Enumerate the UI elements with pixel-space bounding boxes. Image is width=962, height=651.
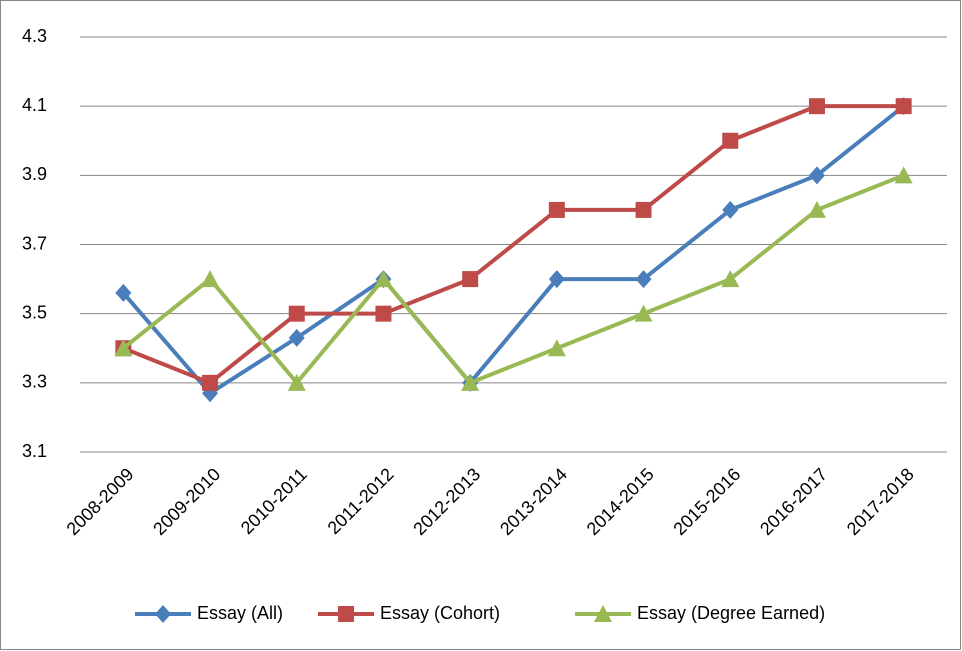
marker <box>548 270 565 289</box>
marker <box>548 201 565 218</box>
legend-label: Essay (Degree Earned) <box>637 603 825 623</box>
marker <box>722 200 739 219</box>
marker <box>894 166 913 184</box>
legend-item: Essay (All) <box>135 603 283 623</box>
y-tick-label: 3.9 <box>22 164 47 184</box>
legend-marker <box>155 605 171 623</box>
legend-item: Essay (Degree Earned) <box>575 603 825 623</box>
legend-label: Essay (All) <box>197 603 283 623</box>
y-tick-label: 3.5 <box>22 302 47 322</box>
legend-marker <box>594 605 612 622</box>
marker <box>201 270 220 288</box>
marker <box>722 132 739 149</box>
marker <box>115 283 132 302</box>
series-line <box>122 173 905 385</box>
marker <box>375 305 392 322</box>
marker <box>634 304 653 322</box>
marker <box>461 373 480 391</box>
marker <box>808 98 825 115</box>
marker <box>462 271 479 288</box>
marker <box>895 98 912 115</box>
marker <box>202 374 219 391</box>
marker <box>635 201 652 218</box>
marker <box>721 270 740 288</box>
series-line <box>121 104 905 396</box>
y-tick-label: 4.1 <box>22 95 47 115</box>
y-tick-label: 3.1 <box>22 441 47 461</box>
y-tick-label: 4.3 <box>22 26 47 46</box>
y-tick-label: 3.3 <box>22 372 47 392</box>
y-tick-label: 3.7 <box>22 233 47 253</box>
marker <box>807 200 826 218</box>
series-line <box>122 104 904 385</box>
marker <box>288 328 305 347</box>
marker <box>547 339 566 357</box>
marker <box>808 166 825 185</box>
legend-item: Essay (Cohort) <box>318 603 500 623</box>
marker <box>288 305 305 322</box>
legend-label: Essay (Cohort) <box>380 603 500 623</box>
marker <box>287 373 306 391</box>
marker <box>374 270 393 288</box>
legend-marker <box>338 606 354 622</box>
marker <box>114 339 133 357</box>
marker <box>635 270 652 289</box>
